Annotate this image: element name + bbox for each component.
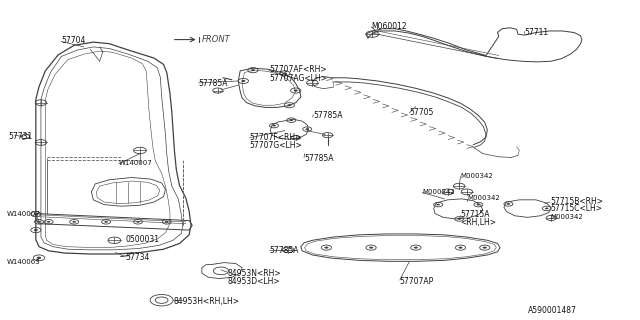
Circle shape	[251, 69, 255, 71]
Text: 57785A: 57785A	[304, 154, 333, 163]
Text: M000342: M000342	[461, 173, 493, 179]
Text: M000342: M000342	[550, 214, 582, 220]
Text: W140063: W140063	[7, 259, 41, 265]
Text: 57707AP: 57707AP	[400, 276, 434, 285]
Circle shape	[241, 80, 245, 82]
Circle shape	[289, 119, 293, 121]
Circle shape	[413, 247, 418, 249]
Text: 57734: 57734	[125, 253, 150, 262]
Circle shape	[165, 221, 168, 223]
Circle shape	[458, 247, 463, 249]
Circle shape	[477, 204, 480, 205]
Text: M000342: M000342	[422, 189, 455, 195]
Text: M000342: M000342	[467, 195, 500, 201]
Text: 57715C<LH>: 57715C<LH>	[550, 204, 602, 213]
Text: M060012: M060012	[371, 22, 406, 31]
Circle shape	[272, 125, 276, 126]
Text: 57707F<RH>: 57707F<RH>	[250, 133, 302, 142]
Text: W140007: W140007	[7, 211, 41, 217]
Text: 57715A: 57715A	[461, 210, 490, 219]
Circle shape	[507, 203, 510, 205]
Text: W140007: W140007	[119, 160, 152, 166]
Text: 57707G<LH>: 57707G<LH>	[250, 141, 303, 150]
Text: 57705: 57705	[410, 108, 434, 117]
Text: 57785A: 57785A	[269, 246, 298, 255]
Circle shape	[37, 221, 41, 223]
Circle shape	[283, 72, 287, 74]
Circle shape	[324, 247, 328, 249]
Text: 84953H<RH,LH>: 84953H<RH,LH>	[173, 297, 239, 306]
Circle shape	[34, 229, 38, 231]
Text: 84953D<LH>: 84953D<LH>	[227, 276, 280, 285]
Circle shape	[436, 204, 440, 205]
Text: 57785A: 57785A	[314, 111, 343, 120]
Text: 57707AG<LH>: 57707AG<LH>	[269, 74, 327, 83]
Text: 57715B<RH>: 57715B<RH>	[550, 197, 603, 206]
Circle shape	[545, 208, 548, 209]
Text: 57711: 57711	[524, 28, 548, 37]
Text: 0500031: 0500031	[125, 235, 159, 244]
Circle shape	[305, 128, 309, 130]
Circle shape	[47, 221, 51, 223]
Circle shape	[36, 257, 42, 259]
Text: 57707AF<RH>: 57707AF<RH>	[269, 65, 326, 74]
Circle shape	[458, 218, 461, 220]
Text: 57704: 57704	[61, 36, 86, 45]
Circle shape	[294, 90, 298, 92]
Circle shape	[369, 247, 373, 249]
Circle shape	[104, 221, 108, 223]
Circle shape	[287, 104, 291, 106]
Text: FRONT: FRONT	[202, 35, 230, 44]
Circle shape	[34, 213, 38, 215]
Text: 84953N<RH>: 84953N<RH>	[227, 268, 281, 278]
Text: 57785A: 57785A	[198, 79, 228, 88]
Text: <RH,LH>: <RH,LH>	[461, 218, 497, 227]
Circle shape	[72, 221, 76, 223]
Circle shape	[483, 247, 487, 249]
Text: 57731: 57731	[8, 132, 33, 140]
Circle shape	[136, 221, 140, 223]
Text: A590001487: A590001487	[527, 306, 577, 315]
